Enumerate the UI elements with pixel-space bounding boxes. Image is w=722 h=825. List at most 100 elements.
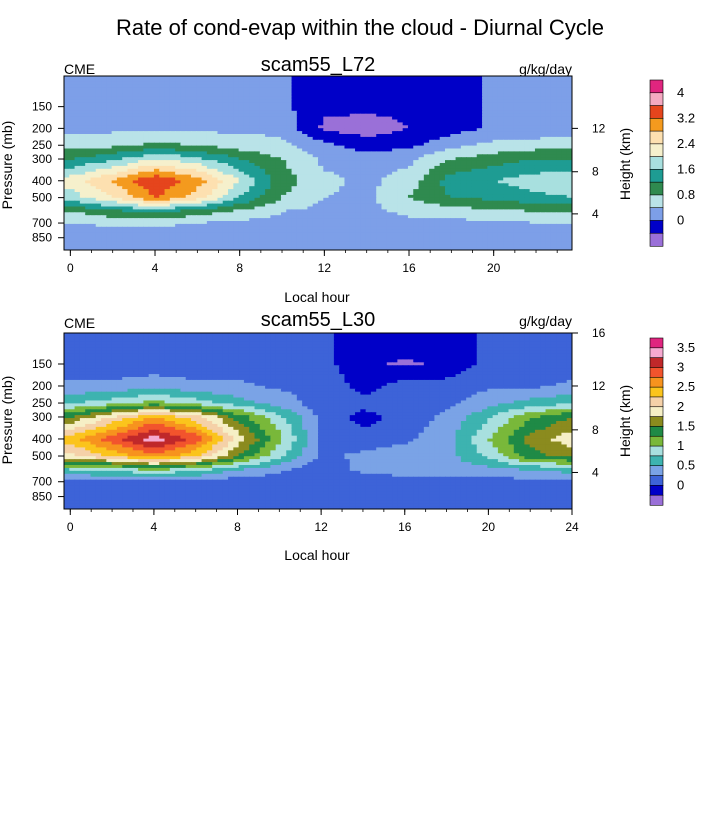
contour-cell <box>429 157 436 161</box>
contour-cell <box>153 139 160 144</box>
contour-cell <box>212 84 219 89</box>
contour-cell <box>476 189 483 193</box>
contour-cell <box>206 209 213 213</box>
contour-cell <box>524 119 531 123</box>
contour-cell <box>534 165 541 170</box>
contour-cell <box>169 151 176 155</box>
contour-cell <box>503 209 510 213</box>
contour-cell <box>503 116 510 121</box>
contour-cell <box>434 212 441 216</box>
contour-cell <box>349 142 356 147</box>
contour-cell <box>365 212 372 216</box>
contour-cell <box>513 212 520 216</box>
contour-cell <box>191 84 197 89</box>
contour-cell <box>407 165 414 170</box>
contour-cell <box>249 93 256 97</box>
contour-cell <box>180 78 187 83</box>
contour-cell <box>434 148 441 152</box>
contour-cell <box>249 81 256 86</box>
contour-cell <box>153 131 160 135</box>
contour-cell <box>423 87 430 92</box>
contour-cell <box>344 145 351 150</box>
contour-cell <box>323 93 330 97</box>
contour-cell <box>122 183 129 187</box>
contour-cell <box>376 128 383 132</box>
contour-cell <box>296 192 303 196</box>
contour-cell <box>355 157 361 161</box>
contour-cell <box>243 154 250 158</box>
contour-cell <box>286 145 293 150</box>
contour-cell <box>291 136 298 141</box>
contour-cell <box>296 110 303 115</box>
contour-cell <box>318 113 324 118</box>
contour-cell <box>85 189 92 193</box>
contour-cell <box>460 105 467 109</box>
contour-cell <box>159 197 166 202</box>
contour-cell <box>360 93 367 97</box>
contour-cell <box>127 192 134 196</box>
contour-cell <box>476 107 483 112</box>
contour-cell <box>254 215 261 219</box>
contour-cell <box>116 139 123 144</box>
contour-cell <box>381 218 388 222</box>
contour-cell <box>159 157 166 161</box>
contour-cell <box>439 107 446 112</box>
contour-cell <box>402 151 409 155</box>
contour-cell <box>450 139 457 144</box>
contour-cell <box>233 197 240 202</box>
contour-cell <box>476 99 483 103</box>
contour-cell <box>445 180 451 184</box>
contour-cell <box>323 142 330 147</box>
contour-cell <box>339 136 346 141</box>
contour-cell <box>217 168 224 173</box>
contour-cell <box>111 215 118 219</box>
contour-cell <box>497 87 504 92</box>
contour-cell <box>254 148 261 152</box>
contour-cell <box>519 131 525 135</box>
contour-cell <box>402 160 409 164</box>
contour-cell <box>392 189 398 193</box>
contour-cell <box>180 163 187 167</box>
contour-cell <box>201 197 208 202</box>
contour-cell <box>111 113 118 118</box>
contour-cell <box>429 180 436 184</box>
contour-cell <box>111 218 118 222</box>
contour-cell <box>275 221 282 225</box>
contour-cell <box>550 165 557 170</box>
contour-cell <box>492 81 499 86</box>
contour-cell <box>212 197 219 202</box>
contour-cell <box>508 110 515 115</box>
contour-cell <box>106 76 113 80</box>
contour-cell <box>265 136 271 141</box>
contour-cell <box>566 168 572 173</box>
contour-cell <box>524 180 531 184</box>
contour-cell <box>74 134 81 138</box>
contour-cell <box>339 131 346 135</box>
contour-cell <box>148 221 155 225</box>
contour-cell <box>550 76 557 80</box>
contour-cell <box>355 78 361 83</box>
contour-cell <box>307 168 314 173</box>
contour-cell <box>191 125 197 129</box>
contour-cell <box>439 186 446 190</box>
contour-cell <box>222 189 229 193</box>
contour-cell <box>529 93 536 97</box>
contour-cell <box>466 105 473 109</box>
contour-cell <box>153 180 160 184</box>
contour-cell <box>265 180 271 184</box>
contour-cell <box>534 160 541 164</box>
contour-cell <box>466 203 473 208</box>
contour-cell <box>90 186 97 190</box>
contour-cell <box>122 192 129 196</box>
contour-cell <box>291 87 298 92</box>
contour-cell <box>79 110 86 115</box>
contour-cell <box>116 157 123 161</box>
contour-cell <box>265 142 271 147</box>
contour-cell <box>291 157 298 161</box>
contour-cell <box>312 84 319 89</box>
contour-cell <box>90 84 97 89</box>
contour-cell <box>455 183 462 187</box>
contour-cell <box>228 206 234 210</box>
contour-cell <box>471 218 478 222</box>
